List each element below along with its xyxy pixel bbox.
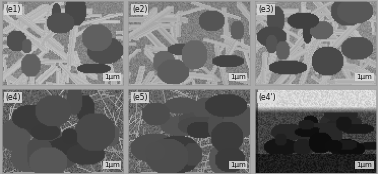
Text: (e4'): (e4') (258, 93, 276, 102)
Text: 1μm: 1μm (230, 162, 246, 168)
Text: 1μm: 1μm (104, 74, 120, 80)
Text: (e5): (e5) (132, 93, 147, 102)
Text: (e3): (e3) (258, 5, 274, 14)
Text: (e1): (e1) (6, 5, 21, 14)
Text: 1μm: 1μm (357, 74, 372, 80)
Text: (e4): (e4) (6, 93, 21, 102)
Text: 1μm: 1μm (230, 74, 246, 80)
Text: 1μm: 1μm (104, 162, 120, 168)
Text: (e2): (e2) (132, 5, 147, 14)
Text: 1μm: 1μm (357, 162, 372, 168)
